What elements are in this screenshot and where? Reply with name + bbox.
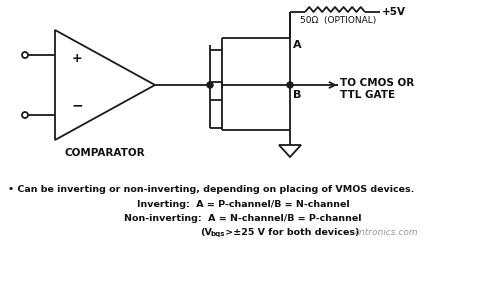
Text: Non-inverting:  A = N-channel/B = P-channel: Non-inverting: A = N-channel/B = P-chann… [124, 214, 362, 223]
Text: TTL GATE: TTL GATE [340, 90, 395, 100]
Text: +: + [72, 52, 83, 65]
Text: B: B [293, 90, 301, 100]
Text: +5V: +5V [382, 7, 406, 17]
Text: • Can be inverting or non-inverting, depending on placing of VMOS devices.: • Can be inverting or non-inverting, dep… [8, 185, 415, 194]
Text: Inverting:  A = P-channel/B = N-channel: Inverting: A = P-channel/B = N-channel [137, 200, 349, 209]
Text: A: A [293, 40, 302, 50]
Text: COMPARATOR: COMPARATOR [65, 148, 145, 158]
Text: (V: (V [200, 228, 212, 237]
Text: >±25 V for both devices): >±25 V for both devices) [222, 228, 360, 237]
Circle shape [207, 82, 213, 88]
Text: 50Ω  (OPTIONAL): 50Ω (OPTIONAL) [300, 16, 376, 25]
Circle shape [287, 82, 293, 88]
Text: bqs: bqs [210, 231, 225, 237]
Text: TO CMOS OR: TO CMOS OR [340, 78, 414, 88]
Text: −: − [72, 98, 84, 112]
Text: cntronics.com: cntronics.com [355, 228, 418, 237]
